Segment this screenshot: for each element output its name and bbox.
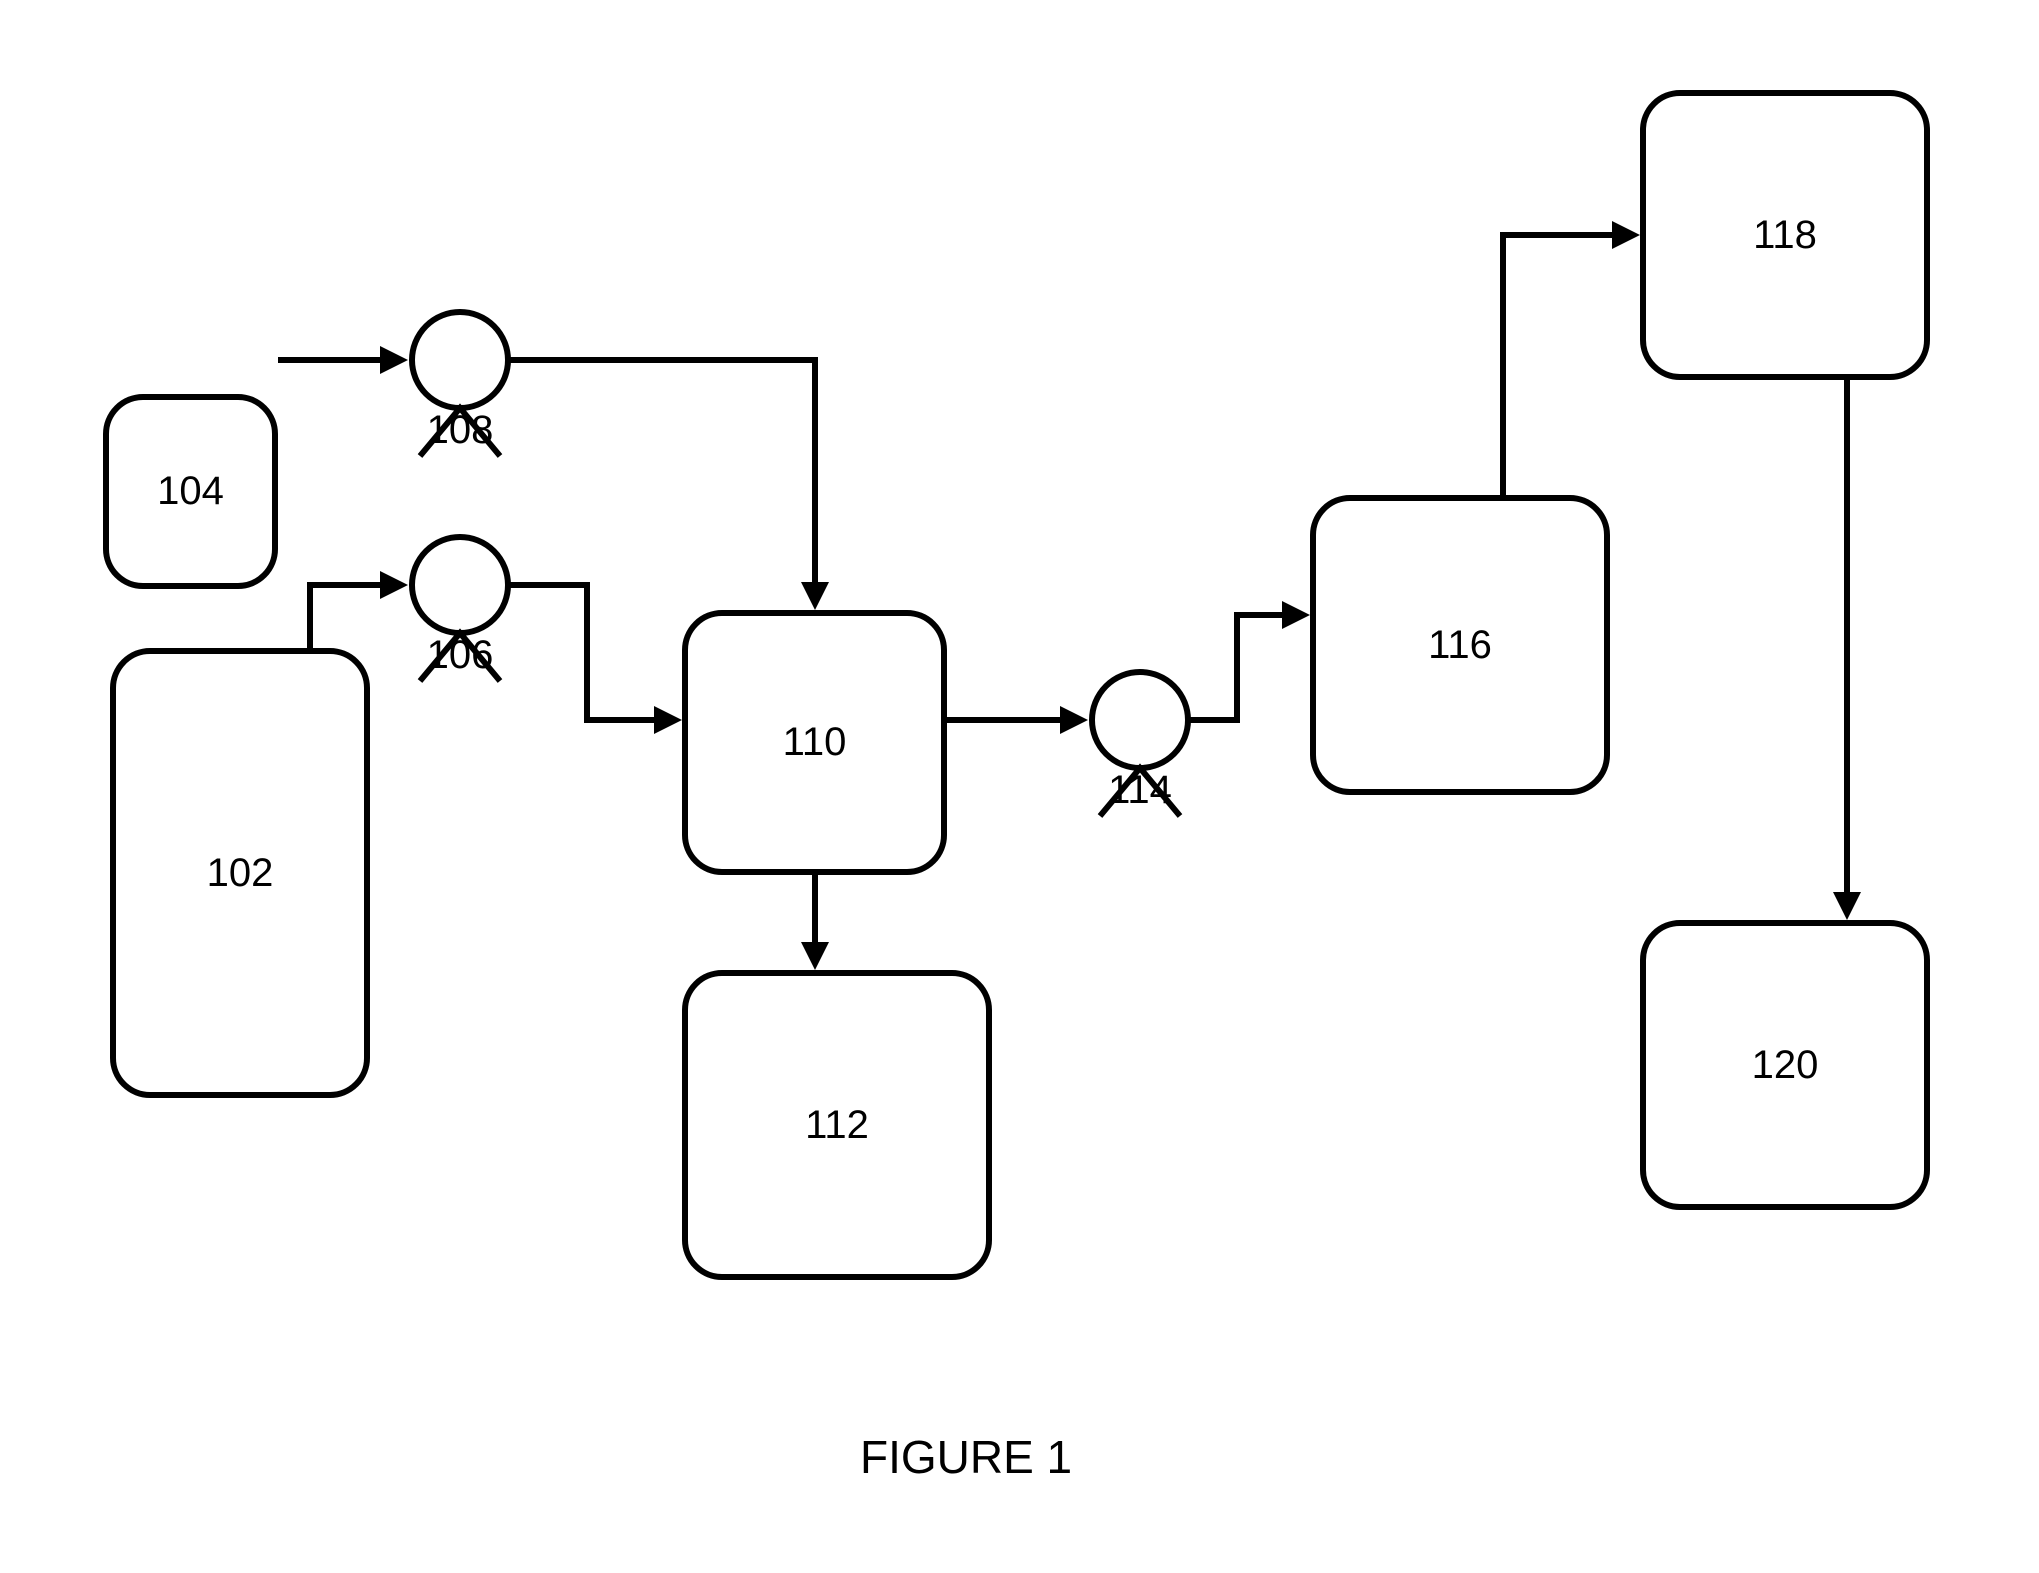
edge-106-to-110-v [584, 582, 590, 723]
edge-104-to-108-head [380, 346, 408, 374]
pump-106: 106 [408, 533, 512, 683]
pump-114-label: 114 [1088, 768, 1192, 813]
edge-106-to-110-h2 [584, 717, 658, 723]
edge-114-to-116-head [1282, 601, 1310, 629]
node-118-label: 118 [1753, 213, 1817, 258]
edge-102-to-106-h [307, 582, 384, 588]
edge-116-to-118-head [1612, 221, 1640, 249]
node-102: 102 [110, 648, 370, 1098]
edge-104-to-108 [278, 357, 384, 363]
node-120-label: 120 [1752, 1043, 1819, 1088]
edge-118-to-120-head [1833, 892, 1861, 920]
node-116: 116 [1310, 495, 1610, 795]
edge-110-to-114 [947, 717, 1064, 723]
edge-114-to-116-v [1234, 612, 1240, 723]
edge-110-to-112-head [801, 942, 829, 970]
diagram-canvas: 102 104 110 112 116 118 120 108 106 [0, 0, 2039, 1573]
node-104-label: 104 [157, 469, 224, 514]
edge-102-to-106-head [380, 571, 408, 599]
edge-116-to-118-h [1500, 232, 1616, 238]
edge-110-to-112 [812, 875, 818, 946]
edge-114-to-116-h1 [1188, 717, 1240, 723]
edge-118-to-120 [1844, 380, 1850, 896]
edge-108-to-110-head [801, 582, 829, 610]
edge-106-to-110-head [654, 706, 682, 734]
edge-102-to-106-v [307, 585, 313, 648]
pump-114: 114 [1088, 668, 1192, 818]
node-110-label: 110 [783, 720, 847, 765]
edge-108-to-110-v [812, 357, 818, 586]
node-104: 104 [103, 394, 278, 589]
edge-108-to-110-h [508, 357, 818, 363]
node-110: 110 [682, 610, 947, 875]
node-116-label: 116 [1428, 623, 1492, 668]
node-112: 112 [682, 970, 992, 1280]
node-118: 118 [1640, 90, 1930, 380]
node-120: 120 [1640, 920, 1930, 1210]
pump-108-label: 108 [408, 408, 512, 453]
edge-114-to-116-h2 [1234, 612, 1286, 618]
node-112-label: 112 [805, 1103, 869, 1148]
pump-106-label: 106 [408, 633, 512, 678]
edge-110-to-114-head [1060, 706, 1088, 734]
edge-116-to-118-v [1500, 232, 1506, 495]
figure-caption: FIGURE 1 [860, 1430, 1072, 1484]
node-102-label: 102 [207, 851, 274, 896]
edge-106-to-110-h1 [508, 582, 590, 588]
pump-108: 108 [408, 308, 512, 458]
